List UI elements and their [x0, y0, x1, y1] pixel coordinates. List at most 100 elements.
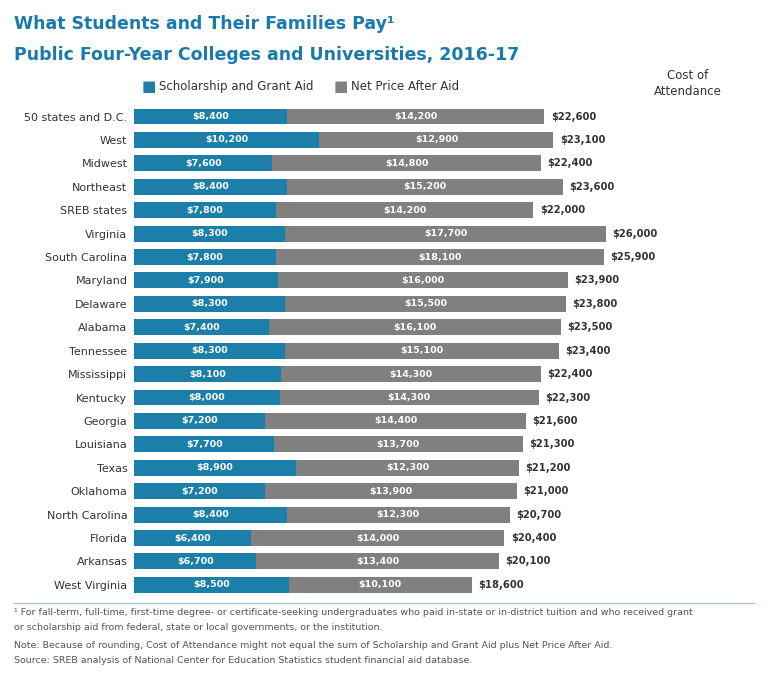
Text: $21,300: $21,300: [529, 439, 574, 449]
Bar: [286, 108, 545, 124]
Text: $21,600: $21,600: [532, 416, 578, 426]
Text: $14,300: $14,300: [389, 370, 432, 379]
Bar: [134, 507, 286, 522]
Text: $18,600: $18,600: [478, 580, 524, 590]
Text: $20,700: $20,700: [516, 509, 561, 520]
Bar: [289, 577, 472, 593]
Bar: [134, 296, 285, 312]
Text: $8,100: $8,100: [190, 370, 227, 379]
Bar: [286, 179, 562, 195]
Bar: [134, 460, 296, 475]
Bar: [273, 155, 541, 171]
Bar: [134, 343, 285, 359]
Text: $13,900: $13,900: [369, 486, 412, 495]
Text: $8,500: $8,500: [194, 580, 230, 589]
Bar: [256, 553, 499, 569]
Text: $14,200: $14,200: [394, 112, 437, 121]
Bar: [319, 132, 554, 148]
Text: $16,000: $16,000: [401, 276, 445, 285]
Text: $15,100: $15,100: [400, 346, 443, 355]
Text: $18,100: $18,100: [419, 252, 462, 261]
Text: $17,700: $17,700: [424, 229, 467, 238]
Bar: [274, 437, 522, 453]
Bar: [286, 507, 510, 522]
Text: $7,200: $7,200: [181, 417, 218, 426]
Bar: [134, 202, 276, 218]
Text: $20,100: $20,100: [505, 556, 551, 567]
Text: Cost of
Attendance: Cost of Attendance: [654, 69, 721, 98]
Text: $25,900: $25,900: [611, 252, 656, 262]
Bar: [134, 390, 280, 406]
Text: $7,600: $7,600: [185, 159, 222, 168]
Text: $23,900: $23,900: [574, 276, 620, 285]
Text: $8,900: $8,900: [197, 463, 233, 472]
Text: $14,300: $14,300: [388, 393, 431, 402]
Text: $14,800: $14,800: [385, 159, 429, 168]
Bar: [134, 249, 276, 265]
Text: $13,700: $13,700: [377, 440, 420, 449]
Bar: [285, 226, 606, 242]
Text: Note: Because of rounding, Cost of Attendance might not equal the sum of Scholar: Note: Because of rounding, Cost of Atten…: [14, 641, 612, 650]
Bar: [134, 179, 286, 195]
Bar: [134, 577, 289, 593]
Text: or scholarship aid from federal, state or local governments, or the institution.: or scholarship aid from federal, state o…: [14, 623, 382, 632]
Bar: [281, 366, 541, 382]
Bar: [134, 155, 273, 171]
Text: $8,000: $8,000: [189, 393, 225, 402]
Bar: [280, 390, 539, 406]
Text: $22,300: $22,300: [545, 392, 591, 403]
Text: $7,700: $7,700: [186, 440, 223, 449]
Text: ■: ■: [142, 79, 157, 94]
Text: $8,400: $8,400: [192, 112, 229, 121]
Text: $14,400: $14,400: [374, 417, 417, 426]
Text: $22,600: $22,600: [551, 111, 596, 122]
Text: $7,800: $7,800: [187, 206, 223, 215]
Text: Scholarship and Grant Aid: Scholarship and Grant Aid: [159, 80, 313, 93]
Bar: [134, 132, 319, 148]
Text: $8,400: $8,400: [192, 510, 229, 519]
Bar: [276, 249, 604, 265]
Bar: [134, 226, 285, 242]
Bar: [134, 530, 250, 546]
Bar: [265, 483, 517, 499]
Text: $22,400: $22,400: [547, 369, 592, 379]
Bar: [134, 553, 256, 569]
Text: $10,200: $10,200: [205, 135, 249, 144]
Text: $21,000: $21,000: [524, 486, 569, 496]
Text: $23,600: $23,600: [569, 182, 614, 192]
Text: $23,100: $23,100: [560, 135, 605, 145]
Bar: [134, 319, 269, 335]
Text: $8,300: $8,300: [191, 229, 228, 238]
Text: $26,000: $26,000: [612, 229, 657, 238]
Bar: [134, 413, 265, 429]
Text: $7,200: $7,200: [181, 486, 218, 495]
Bar: [276, 202, 534, 218]
Text: $8,300: $8,300: [191, 299, 228, 308]
Text: $7,800: $7,800: [187, 252, 223, 261]
Text: Public Four-Year Colleges and Universities, 2016-17: Public Four-Year Colleges and Universiti…: [14, 46, 519, 64]
Bar: [296, 460, 519, 475]
Bar: [285, 296, 566, 312]
Text: $6,400: $6,400: [174, 533, 210, 542]
Text: $12,300: $12,300: [377, 510, 420, 519]
Text: $14,200: $14,200: [383, 206, 426, 215]
Bar: [265, 413, 526, 429]
Text: $15,500: $15,500: [404, 299, 447, 308]
Text: Net Price After Aid: Net Price After Aid: [351, 80, 459, 93]
Text: $16,100: $16,100: [393, 323, 436, 332]
Text: $23,500: $23,500: [567, 322, 612, 332]
Bar: [134, 483, 265, 499]
Text: $7,400: $7,400: [184, 323, 220, 332]
Text: $21,200: $21,200: [525, 463, 571, 473]
Bar: [134, 108, 286, 124]
Bar: [269, 319, 561, 335]
Text: $20,400: $20,400: [511, 533, 556, 543]
Text: $23,400: $23,400: [565, 346, 611, 356]
Bar: [134, 272, 278, 288]
Bar: [134, 366, 281, 382]
Text: $12,300: $12,300: [386, 463, 429, 472]
Bar: [250, 530, 505, 546]
Text: What Students and Their Families Pay¹: What Students and Their Families Pay¹: [14, 15, 395, 33]
Text: $8,400: $8,400: [192, 182, 229, 191]
Bar: [134, 437, 274, 453]
